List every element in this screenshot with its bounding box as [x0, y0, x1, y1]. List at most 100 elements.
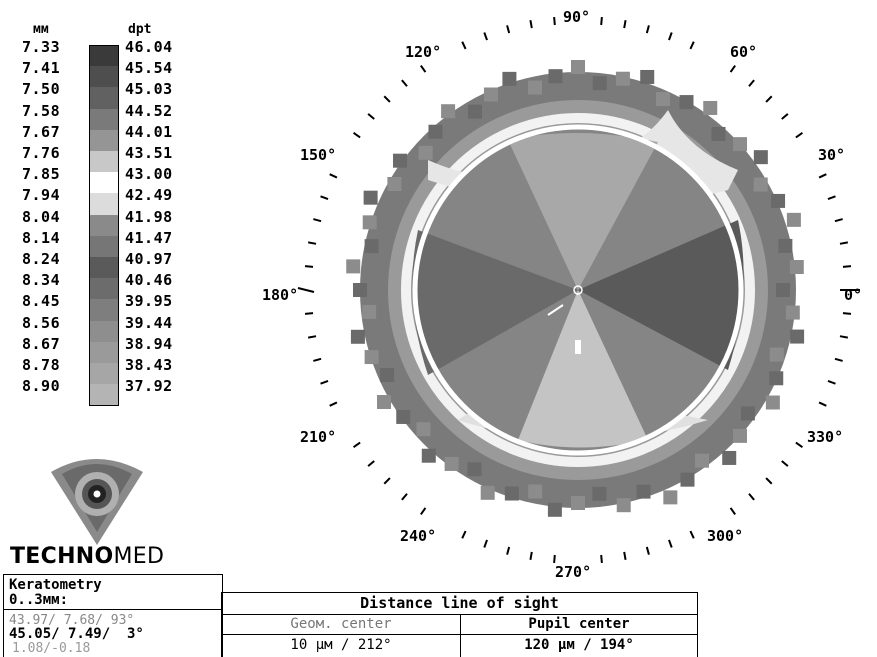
angle-tick — [645, 25, 650, 34]
map-rim-block — [393, 153, 408, 168]
scale-row: 7.94 42.49 — [0, 186, 215, 216]
scale-mm-value: 8.14 — [22, 228, 61, 247]
angle-label-300: 300° — [707, 527, 744, 545]
keratometry-title: Keratometry — [9, 577, 102, 593]
map-rim-block — [421, 448, 436, 463]
pupil-center-column: Pupil center 120 μм / 194° — [461, 615, 697, 657]
angle-tick — [367, 460, 375, 467]
center-point — [573, 285, 583, 295]
map-rim-block — [680, 472, 695, 487]
scale-swatch — [90, 363, 118, 385]
divider — [4, 609, 222, 610]
color-scale-legend: мм dpt 7.33 46.04 7.41 45.54 7.50 45.03 7.58 44… — [0, 0, 215, 410]
map-rim-block — [468, 104, 482, 119]
map-rim-block — [790, 329, 805, 344]
map-rim-block — [695, 453, 710, 468]
map-rim-block — [765, 395, 780, 410]
scale-dpt-value: 41.98 — [125, 207, 173, 226]
map-dark-sector-left — [412, 230, 578, 375]
angle-tick — [329, 173, 338, 179]
scale-row: 7.58 44.52 — [0, 102, 215, 131]
map-rim-block — [592, 76, 607, 91]
scale-mm-value: 8.78 — [22, 356, 61, 374]
map-light-sector-bottom — [518, 290, 648, 448]
angle-tick — [842, 312, 852, 315]
angle-tick — [689, 41, 695, 50]
angle-tick — [795, 441, 804, 448]
angle-label-90: 90° — [563, 8, 591, 26]
map-bright-ring — [401, 113, 755, 467]
angle-tick — [383, 477, 391, 485]
map-rim-block — [656, 92, 671, 107]
scale-swatch — [90, 151, 118, 173]
angle-tick — [765, 95, 773, 103]
mm-header: мм — [33, 22, 49, 37]
angle-tick — [765, 477, 773, 485]
scale-dpt-value: 42.49 — [125, 186, 173, 205]
scale-mm-value: 8.56 — [22, 313, 61, 332]
map-rim-block — [778, 238, 793, 253]
scale-swatch — [90, 278, 118, 301]
map-rim-block — [789, 260, 804, 275]
scale-dpt-value: 40.97 — [125, 250, 173, 268]
angle-tick — [307, 241, 317, 245]
angle-tick — [818, 173, 827, 179]
map-rim-block — [640, 69, 655, 84]
scale-mm-value: 8.45 — [22, 292, 61, 311]
angle-tick — [367, 113, 375, 120]
map-rim-block — [504, 486, 519, 501]
angle-label-0: 0° — [844, 286, 863, 304]
angle-tick — [352, 132, 361, 139]
map-rim-block — [387, 177, 402, 191]
scale-swatch — [90, 66, 118, 89]
map-dark-sector-right — [578, 220, 744, 370]
map-rim-block — [380, 368, 395, 383]
map-rim-block — [592, 486, 607, 501]
map-rim-block — [571, 60, 585, 74]
angle-tick — [304, 265, 314, 268]
k-steep-value: 45.05/ 7.49/ 3° — [9, 626, 144, 642]
angle-tick — [689, 530, 695, 539]
angle-tick — [529, 551, 533, 561]
angle-label-330: 330° — [807, 428, 844, 446]
scale-swatch — [90, 235, 118, 258]
map-rim-block — [711, 126, 726, 141]
keratometry-panel: Keratometry 0..3мм: 43.97/ 7.68/ 93° 45.… — [3, 574, 223, 657]
angle-tick — [529, 19, 533, 29]
map-rim-block — [733, 137, 748, 152]
map-rim-block — [615, 71, 630, 86]
angle-tick — [668, 539, 673, 548]
angle-tick — [313, 357, 322, 362]
map-rim-block — [733, 428, 748, 443]
scale-dpt-value: 43.51 — [125, 144, 173, 162]
angle-tick — [553, 554, 556, 564]
distance-title: Distance line of sight — [222, 593, 697, 615]
angle-tick — [623, 19, 627, 29]
angle-tick — [506, 546, 511, 555]
scale-row: 8.34 40.46 — [0, 271, 215, 301]
map-rim-block — [428, 124, 443, 139]
map-rim-block — [480, 485, 495, 500]
scale-row: 7.85 43.00 — [0, 165, 215, 195]
angle-tick — [401, 493, 408, 501]
angle-tick — [600, 554, 603, 564]
map-rim-block — [785, 305, 800, 320]
scale-row: 8.04 41.98 — [0, 207, 215, 237]
map-rim-block — [548, 69, 563, 84]
scale-swatch — [90, 108, 118, 131]
map-rim-block — [722, 450, 737, 465]
angle-label-60: 60° — [730, 43, 758, 61]
map-rim-block — [636, 484, 651, 499]
angle-tick — [307, 335, 317, 339]
scale-mm-value: 7.33 — [22, 38, 61, 56]
scale-swatch — [90, 45, 118, 67]
scale-dpt-value: 37.92 — [125, 377, 173, 396]
scale-dpt-value: 41.47 — [125, 228, 173, 247]
angle-tick — [461, 530, 467, 539]
map-rim-block — [362, 215, 377, 230]
map-rim-block — [753, 177, 768, 192]
scale-mm-value: 7.76 — [22, 144, 61, 162]
map-rim-block — [502, 71, 517, 86]
corneal-map-graphic — [297, 16, 860, 564]
scale-row: 7.33 46.04 — [0, 38, 215, 67]
